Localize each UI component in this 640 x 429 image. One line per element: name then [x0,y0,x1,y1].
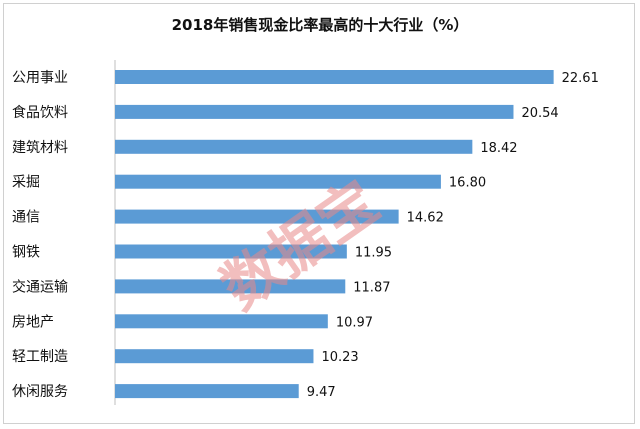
category-label: 采掘 [12,175,40,191]
category-label: 建筑材料 [12,140,68,156]
value-label: 11.87 [353,280,390,295]
category-label: 休闲服务 [12,384,68,400]
bar [115,384,299,399]
bar [115,349,314,364]
bar [115,244,347,259]
category-label: 钢铁 [12,245,40,261]
value-label: 18.42 [480,141,517,156]
bar [115,104,514,119]
bar [115,174,441,189]
category-label: 通信 [12,210,40,226]
bar [115,279,346,294]
category-label: 轻工制造 [12,349,68,365]
value-label: 22.61 [562,71,599,86]
category-label: 房地产 [12,314,54,330]
bars-layer: 公用事业 22.61 食品饮料 20.54 建筑材料 18.42 采掘 16.80 通信 14.6… [12,70,599,400]
category-label: 食品饮料 [12,104,68,121]
value-label: 9.47 [307,385,336,400]
category-label: 公用事业 [12,70,68,86]
value-label: 16.80 [449,176,486,191]
value-label: 11.95 [355,246,392,261]
bar [115,139,473,154]
value-label: 10.23 [321,350,358,365]
chart-title: 2018年销售现金比率最高的十大行业（%） [171,16,469,34]
category-label: 交通运输 [12,278,68,295]
value-label: 20.54 [521,106,558,121]
bar [115,314,328,329]
value-label: 10.97 [336,315,373,330]
bar [115,70,554,84]
value-label: 14.62 [407,211,444,226]
bar [115,209,399,224]
